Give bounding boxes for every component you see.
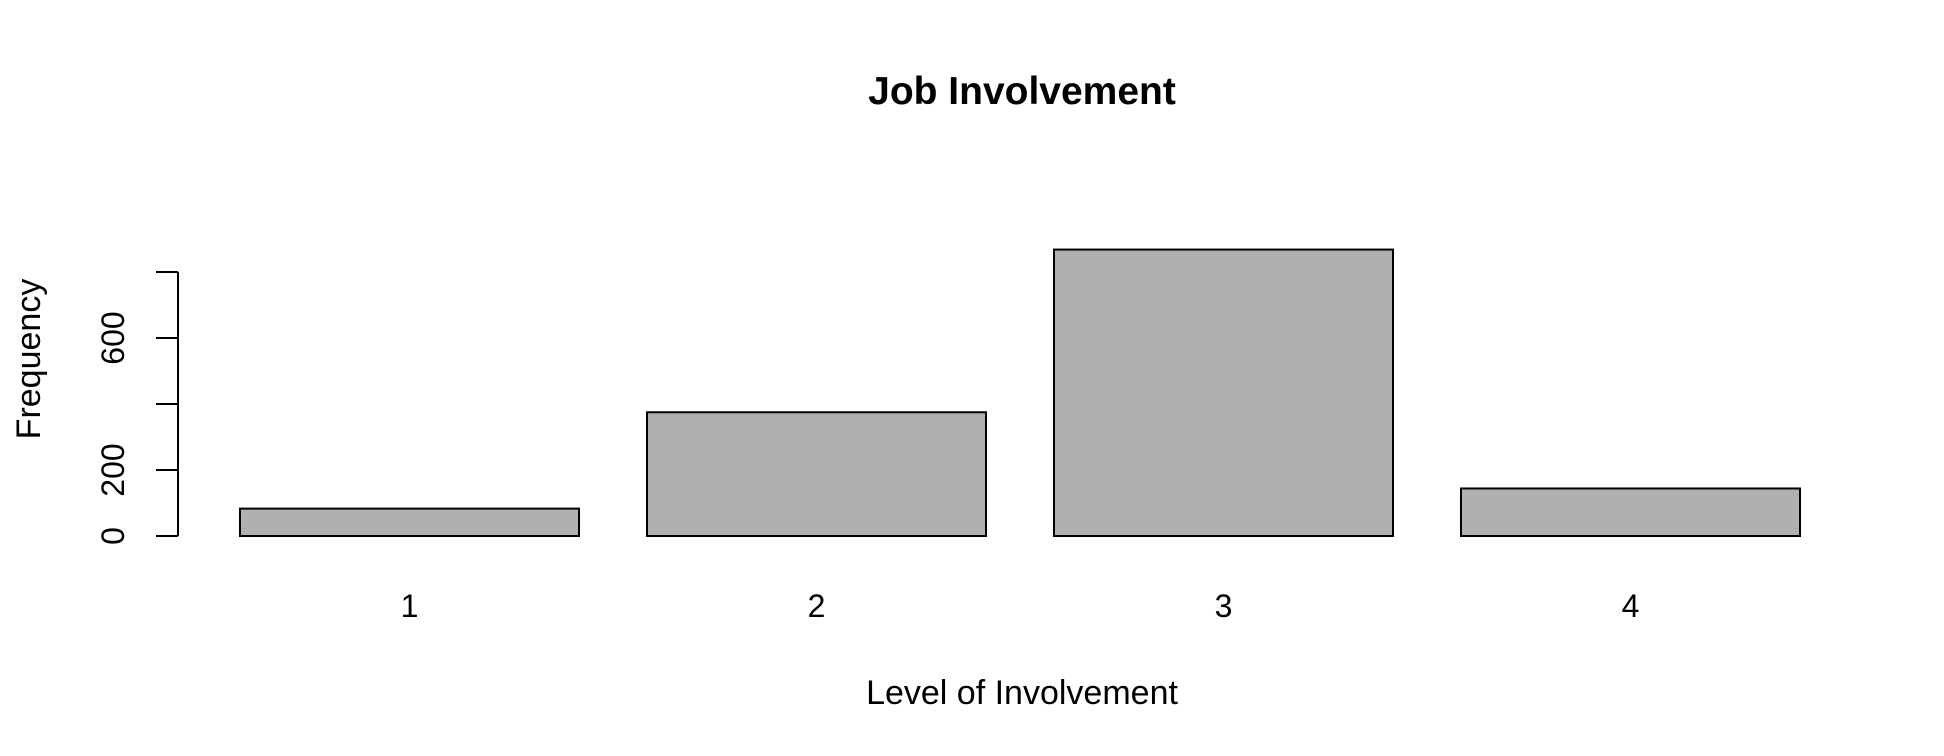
bar-3 — [1053, 248, 1394, 537]
x-tick-label-2: 2 — [808, 588, 826, 624]
bar-2 — [646, 411, 987, 537]
x-tick-labels: 1 2 3 4 — [401, 588, 1640, 624]
y-tick-label-600: 600 — [95, 311, 131, 364]
y-axis-label: Frequency — [10, 279, 48, 440]
bars — [239, 248, 1801, 538]
y-tick-label-200: 200 — [95, 443, 131, 496]
x-tick-label-3: 3 — [1215, 588, 1233, 624]
chart-title: Job Involvement — [868, 70, 1176, 113]
y-axis: 0 200 600 — [95, 271, 179, 545]
x-tick-label-4: 4 — [1622, 588, 1640, 624]
x-tick-label-1: 1 — [401, 588, 419, 624]
bar-4 — [1460, 487, 1801, 538]
y-tick-label-0: 0 — [95, 527, 131, 545]
x-axis-label: Level of Involvement — [866, 674, 1178, 712]
bar-1 — [239, 507, 580, 537]
